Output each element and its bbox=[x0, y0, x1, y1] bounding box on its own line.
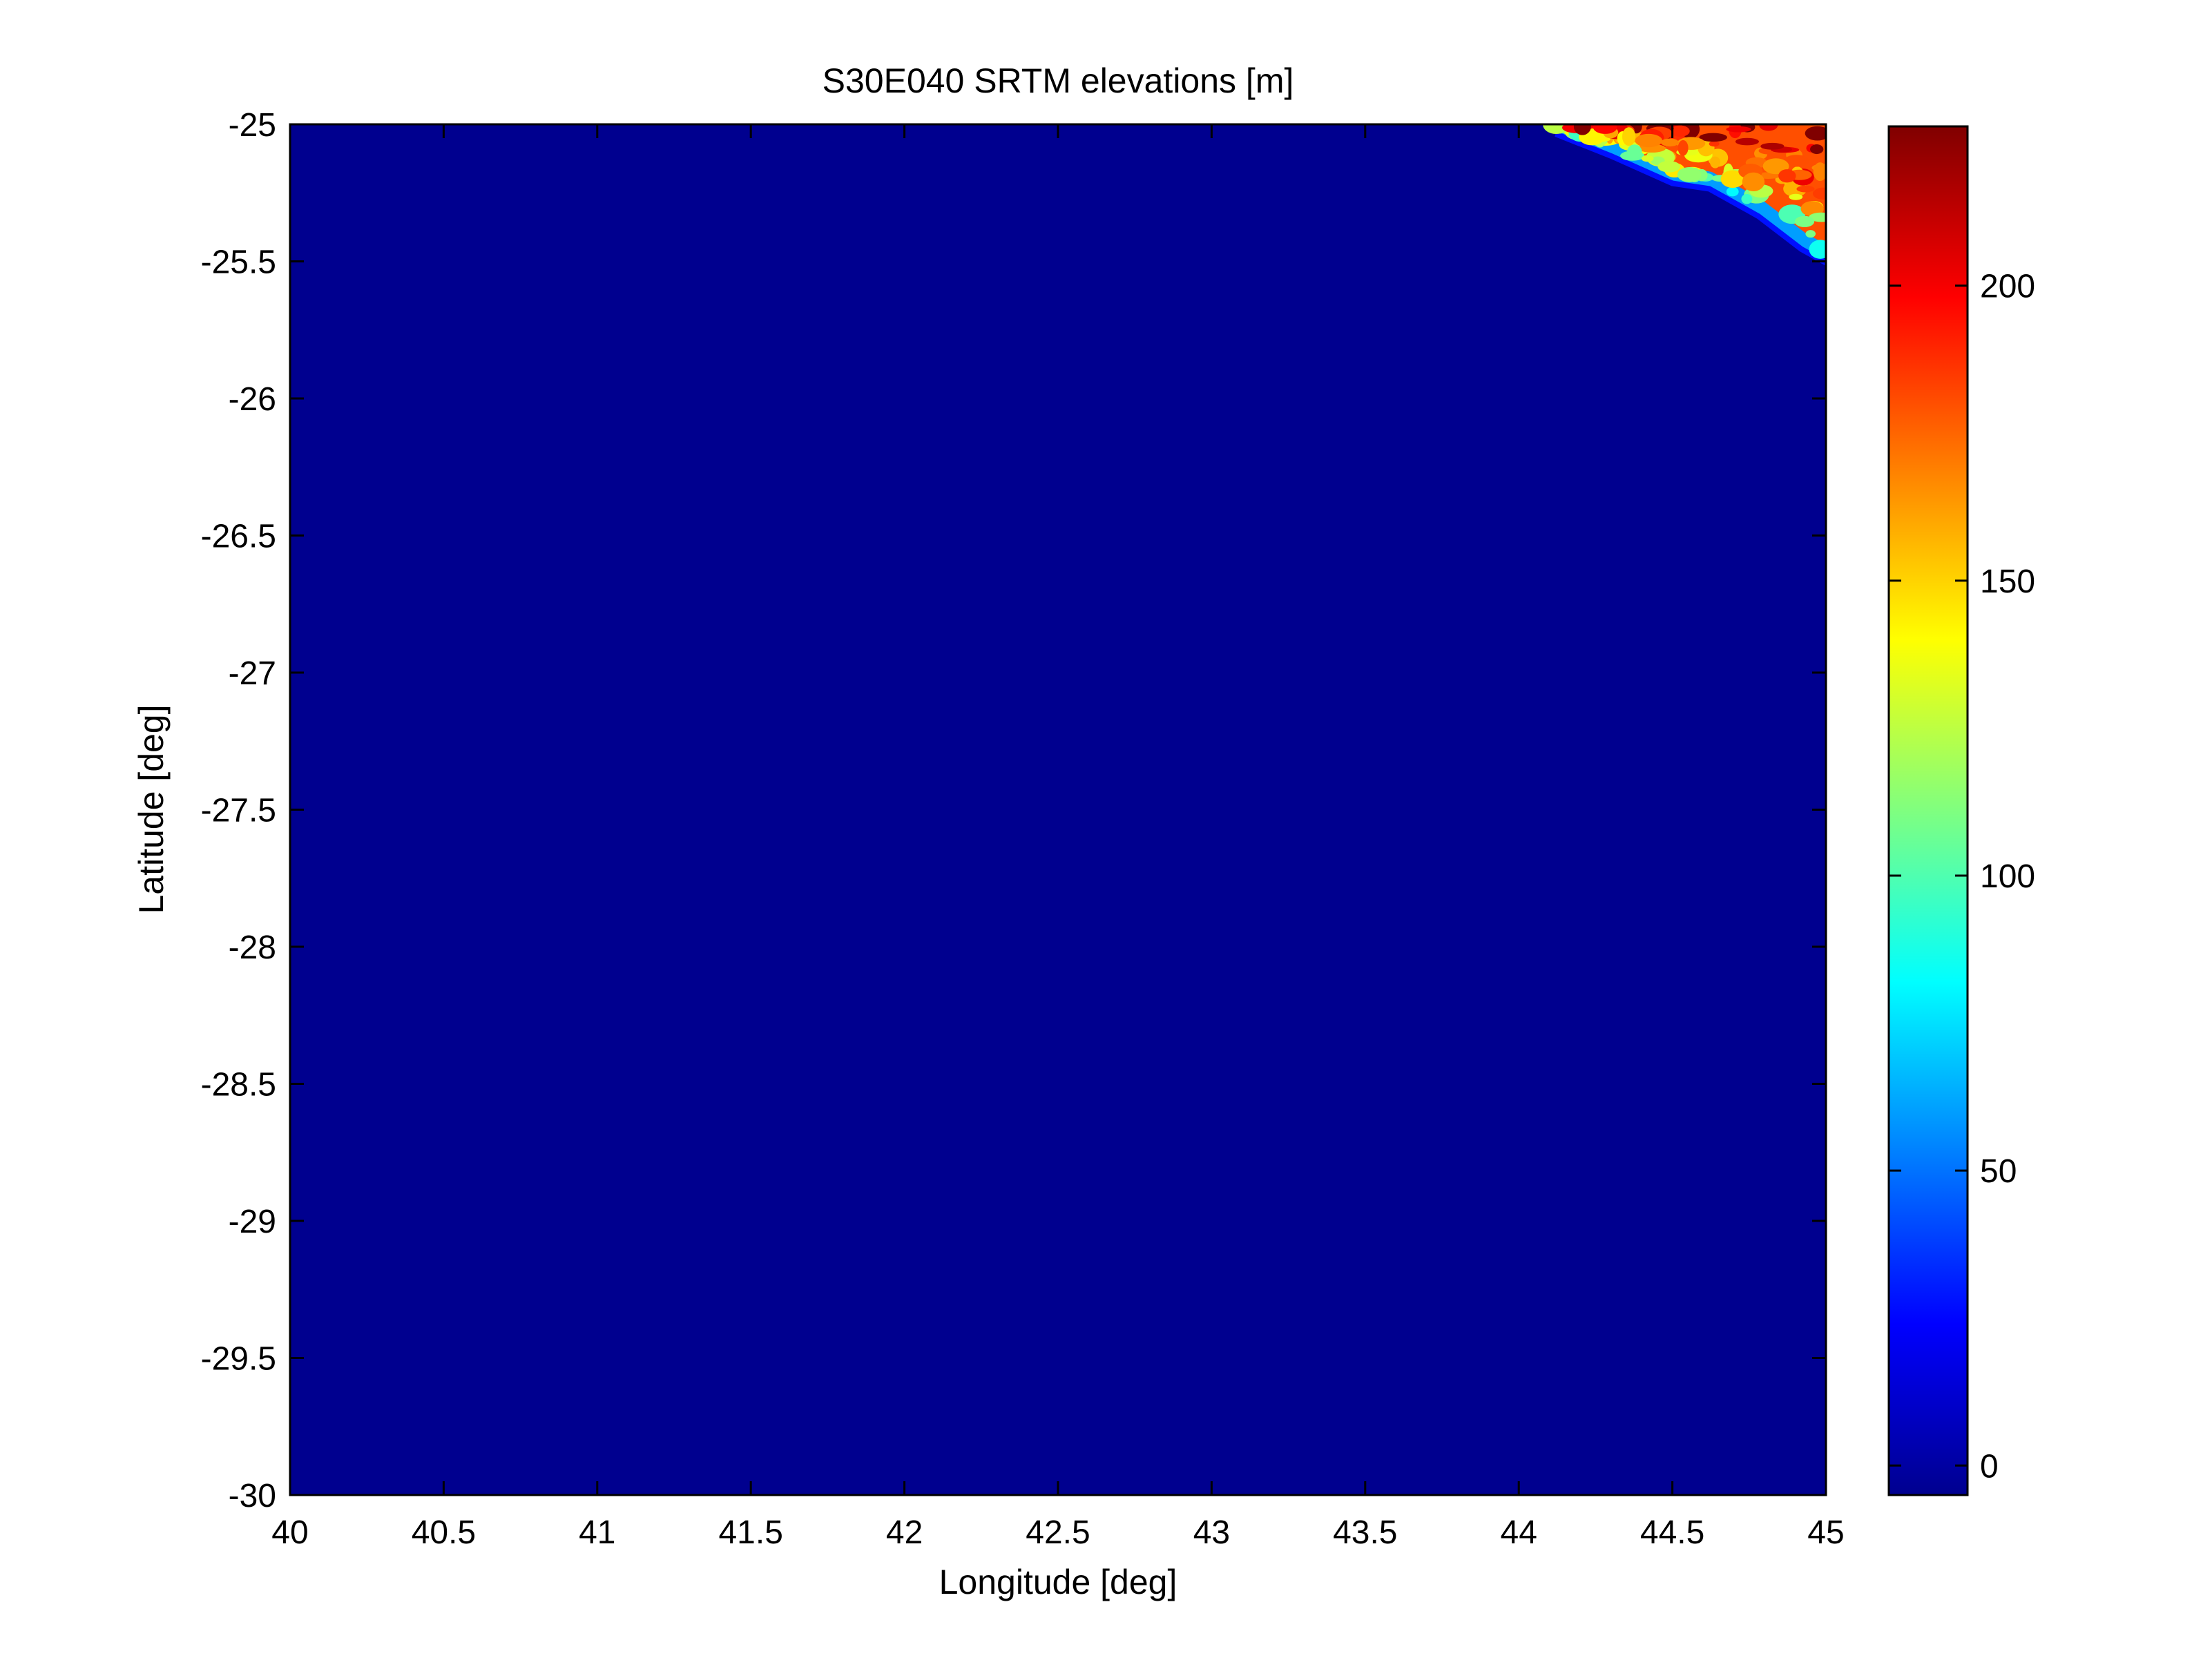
colorbar-tick-label: 0 bbox=[1980, 1448, 1999, 1485]
colorbar-tick-label: 200 bbox=[1980, 269, 2035, 305]
y-ticks: -25 -25.5 -26 -26.5 -27 -27.5 -28 -28.5 -29 -29.5… bbox=[201, 107, 1826, 1514]
y-tick-label: -28 bbox=[229, 929, 276, 966]
elevation-patch bbox=[1660, 138, 1679, 147]
y-tick-label: -26.5 bbox=[201, 519, 276, 555]
elevation-patch bbox=[1800, 201, 1824, 217]
elevation-patch bbox=[1593, 124, 1617, 134]
colorbar: 0 50 100 150 200 bbox=[1887, 125, 2035, 1496]
x-tick-label: 45 bbox=[1807, 1514, 1844, 1551]
elevation-patch bbox=[1778, 169, 1796, 183]
plot-area: 40 40.5 41 41.5 42 42.5 43 43.5 44 44.5 45 -25 -25.… bbox=[201, 107, 1845, 1551]
x-tick-label: 44 bbox=[1501, 1514, 1537, 1551]
elevation-patch bbox=[1762, 158, 1789, 175]
elevation-patch bbox=[1735, 137, 1759, 146]
elevation-patch bbox=[1789, 193, 1803, 200]
elevation-patch bbox=[1710, 156, 1721, 168]
elevation-patch bbox=[1573, 124, 1591, 135]
y-tick-label: -27.5 bbox=[201, 793, 276, 829]
x-tick-label: 44.5 bbox=[1640, 1514, 1704, 1551]
y-tick-label: -27 bbox=[229, 655, 276, 692]
elevation-patch bbox=[1813, 162, 1826, 182]
elevation-patch bbox=[1641, 155, 1654, 162]
elevation-patch bbox=[1741, 194, 1753, 204]
elevation-patch bbox=[1677, 139, 1689, 156]
x-tick-label: 40.5 bbox=[412, 1514, 476, 1551]
elevation-patch bbox=[1657, 160, 1680, 173]
x-tick-label: 40 bbox=[271, 1514, 308, 1551]
x-tick-label: 43.5 bbox=[1333, 1514, 1397, 1551]
elevation-patch bbox=[1809, 240, 1826, 259]
elevation-patch bbox=[1759, 124, 1778, 131]
colorbar-tick-label: 100 bbox=[1980, 858, 2035, 895]
elevation-patch bbox=[1720, 170, 1745, 188]
elevation-patch bbox=[1709, 141, 1720, 147]
x-tick-label: 42.5 bbox=[1026, 1514, 1090, 1551]
y-tick-label: -29 bbox=[229, 1204, 276, 1240]
x-ticks: 40 40.5 41 41.5 42 42.5 43 43.5 44 44.5 45 bbox=[271, 124, 1845, 1551]
colorbar-gradient bbox=[1889, 126, 1968, 1495]
coastal-shallow-band bbox=[1555, 131, 1826, 266]
elevation-patch bbox=[1760, 142, 1785, 150]
elevation-patch bbox=[1587, 136, 1610, 142]
elevation-patch bbox=[1627, 144, 1642, 160]
elevation-patch bbox=[1742, 172, 1765, 192]
elevation-patch bbox=[1699, 133, 1727, 142]
elevation-patch bbox=[1635, 133, 1663, 148]
y-tick-label: -26 bbox=[229, 381, 276, 418]
colorbar-tick-label: 150 bbox=[1980, 563, 2035, 600]
elevation-patch bbox=[1622, 127, 1636, 146]
colorbar-frame bbox=[1887, 125, 1969, 1496]
heatmap-background bbox=[290, 124, 1826, 1495]
x-tick-label: 41 bbox=[579, 1514, 615, 1551]
elevation-patch bbox=[1812, 187, 1826, 200]
elevation-patch bbox=[1805, 230, 1816, 238]
elevation-patch bbox=[1726, 186, 1739, 197]
x-tick-label: 41.5 bbox=[718, 1514, 782, 1551]
y-tick-label: -30 bbox=[229, 1478, 276, 1514]
elevation-patch bbox=[1670, 125, 1690, 137]
elevation-patch bbox=[1794, 215, 1815, 228]
y-axis-label: Latitude [deg] bbox=[132, 704, 171, 914]
colorbar-tick-label: 50 bbox=[1980, 1153, 2017, 1190]
elevation-patch bbox=[1796, 185, 1815, 193]
land-layer bbox=[1543, 124, 1826, 266]
y-tick-label: -29.5 bbox=[201, 1341, 276, 1378]
y-tick-label: -25.5 bbox=[201, 244, 276, 281]
y-tick-label: -25 bbox=[229, 107, 276, 144]
elevation-patch bbox=[1810, 144, 1824, 155]
colorbar-ticks: 0 50 100 150 200 bbox=[1889, 269, 2035, 1485]
chart-title: S30E040 SRTM elevations [m] bbox=[823, 61, 1294, 100]
x-axis-label: Longitude [deg] bbox=[939, 1563, 1177, 1601]
elevation-patch bbox=[1784, 155, 1809, 167]
x-tick-label: 42 bbox=[886, 1514, 923, 1551]
elevation-patch bbox=[1805, 126, 1826, 141]
x-tick-label: 43 bbox=[1193, 1514, 1230, 1551]
elevation-patch bbox=[1726, 126, 1751, 133]
elevation-patch bbox=[1677, 166, 1702, 182]
y-tick-label: -28.5 bbox=[201, 1067, 276, 1103]
